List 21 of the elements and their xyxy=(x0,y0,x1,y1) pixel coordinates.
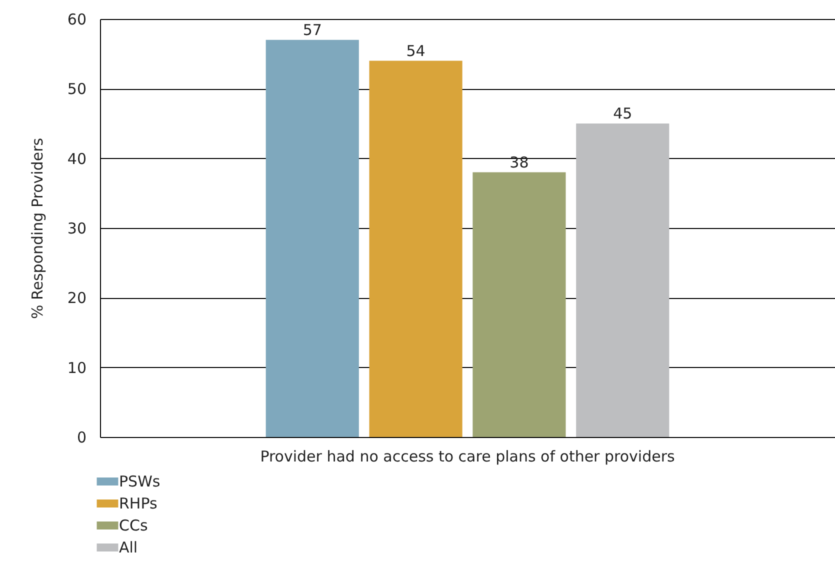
x-tick-label: Provider had no access to care plans of other providers xyxy=(260,448,675,466)
bar xyxy=(472,172,566,437)
y-tick-label: 10 xyxy=(67,358,86,377)
bar xyxy=(266,40,359,437)
data-label: 54 xyxy=(406,42,426,60)
y-tick-label: 20 xyxy=(67,289,86,308)
data-label: 38 xyxy=(510,153,529,172)
y-tick-label: 60 xyxy=(67,10,86,28)
y-tick-label: 50 xyxy=(67,80,86,98)
legend-label: CCs xyxy=(119,516,148,534)
bar xyxy=(369,60,462,437)
legend-label: RHPs xyxy=(119,494,158,512)
bar xyxy=(576,124,670,437)
y-tick-label: 0 xyxy=(76,428,86,446)
y-tick-label: 30 xyxy=(67,220,86,238)
data-label: 45 xyxy=(613,104,632,122)
legend-label: All xyxy=(119,538,138,556)
legend-label: PSWs xyxy=(119,472,160,490)
data-label: 57 xyxy=(302,20,322,39)
y-axis-title: % Responding Providers xyxy=(28,138,46,320)
y-tick-label: 40 xyxy=(67,150,86,168)
